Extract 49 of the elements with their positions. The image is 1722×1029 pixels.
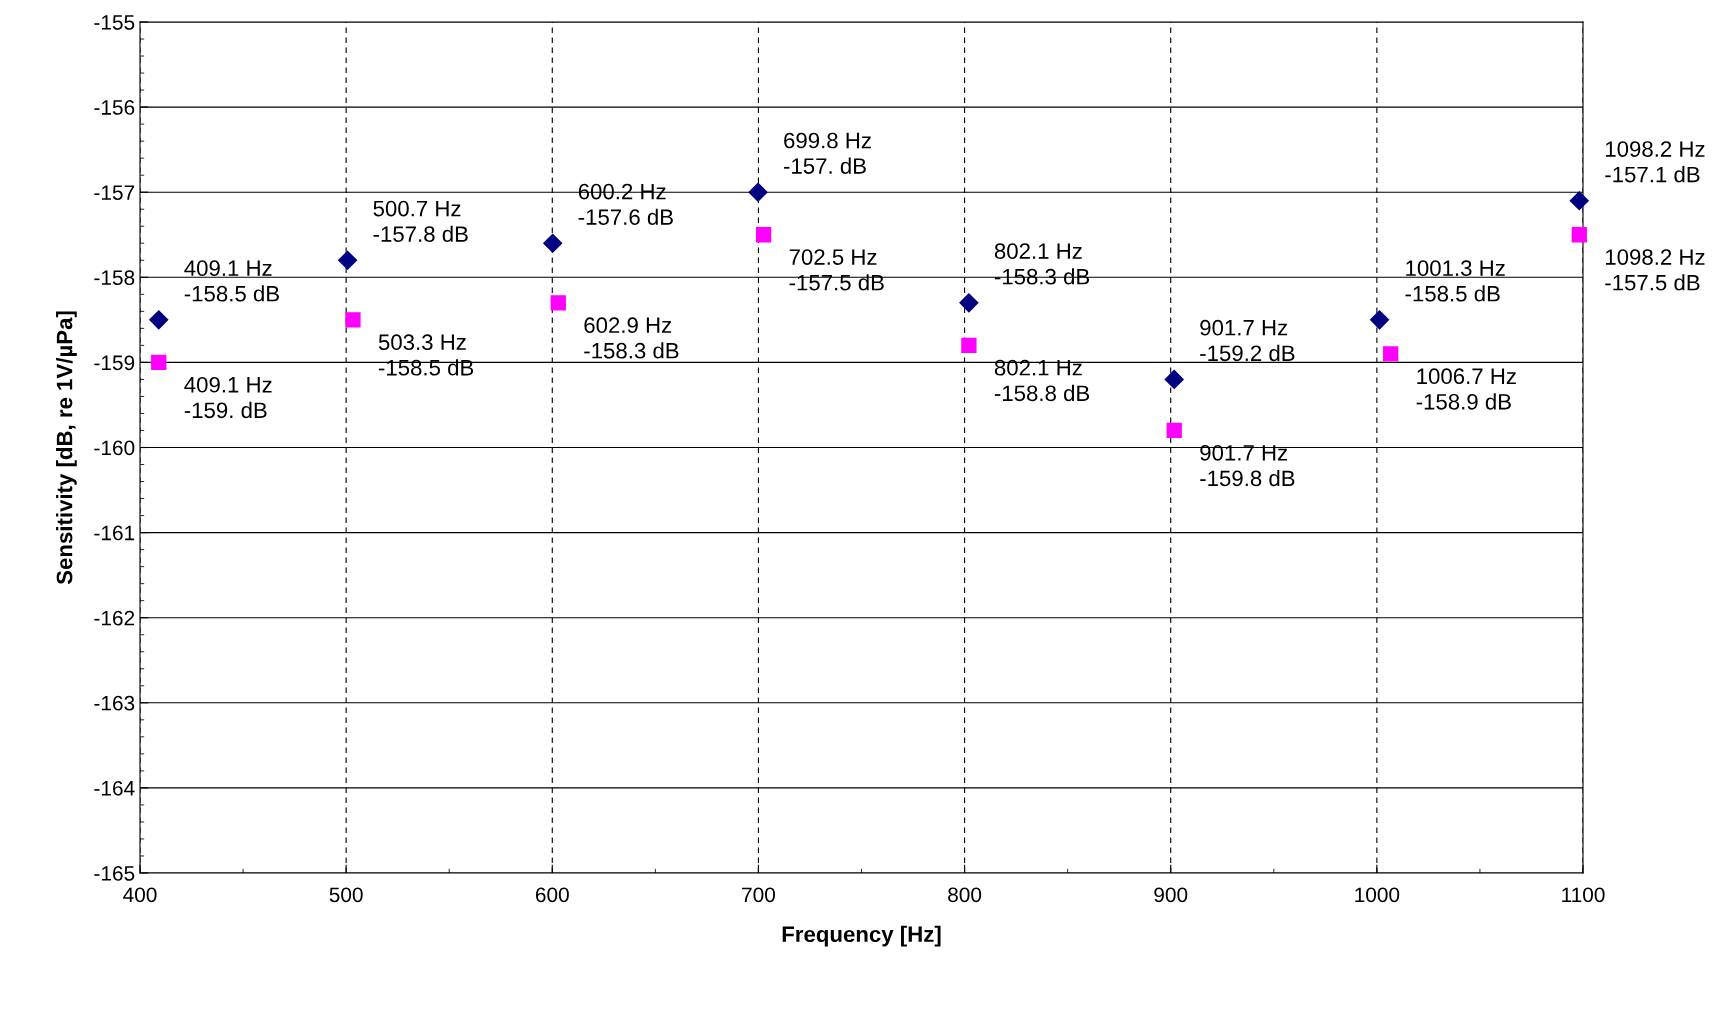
point xyxy=(149,310,169,330)
annotation: 503.3 Hz -158.5 dB xyxy=(378,334,474,376)
annotation: 1006.7 Hz -158.9 dB xyxy=(1416,368,1516,410)
y-tick-label: -162 xyxy=(94,610,135,626)
annotation: 500.7 Hz -157.8 dB xyxy=(373,200,468,242)
y-axis-title: Sensitivity [dB, re 1V/µPa] xyxy=(56,311,77,585)
y-tick-label: -158 xyxy=(94,270,135,286)
point xyxy=(151,354,167,371)
y-tick-label: -156 xyxy=(94,100,135,115)
x-tick-label: 1100 xyxy=(1562,887,1605,903)
x-tick-label: 500 xyxy=(329,887,363,903)
x-tick-label: 800 xyxy=(948,887,982,903)
x-axis-title: Frequency [Hz] xyxy=(782,925,941,947)
point xyxy=(755,227,772,243)
y-tick-label: -157 xyxy=(94,185,135,200)
point xyxy=(1569,191,1589,211)
y-tick-label: -165 xyxy=(94,866,135,881)
y-tick-label: -160 xyxy=(94,440,135,456)
annotation: 1098.2 Hz -157.1 dB xyxy=(1605,141,1705,183)
annotation: 409.1 Hz -158.5 dB xyxy=(184,260,279,302)
annotation: 1001.3 Hz -158.5 dB xyxy=(1405,260,1505,302)
point xyxy=(550,295,566,311)
x-tick-label: 700 xyxy=(742,887,775,903)
point xyxy=(543,233,563,253)
point xyxy=(1164,369,1184,389)
annotation: 602.9 Hz -158.3 dB xyxy=(584,317,679,359)
annotation: 702.5 Hz -157.5 dB xyxy=(789,249,884,291)
point xyxy=(748,182,768,202)
point xyxy=(338,250,358,270)
y-tick-label: -159 xyxy=(94,355,135,371)
annotation: 409.1 Hz -159. dB xyxy=(184,376,272,419)
x-tick-label: 900 xyxy=(1154,887,1188,903)
point xyxy=(345,312,361,328)
y-tick-label: -163 xyxy=(94,695,135,711)
annotation: 1098.2 Hz -157.5 dB xyxy=(1605,249,1705,291)
annotation: 901.7 Hz -159.2 dB xyxy=(1200,319,1295,362)
y-tick-label: -164 xyxy=(94,780,135,796)
y-tick-label: -161 xyxy=(94,525,135,541)
point xyxy=(1166,422,1182,439)
point xyxy=(1571,227,1587,243)
point xyxy=(1370,310,1390,330)
x-tick-label: 400 xyxy=(123,887,157,903)
x-tick-label: 1000 xyxy=(1355,887,1400,903)
annotation: 699.8 Hz -157. dB xyxy=(784,132,871,174)
x-tick-label: 600 xyxy=(535,887,569,903)
y-tick-label: -155 xyxy=(94,15,135,30)
point xyxy=(961,337,977,354)
point xyxy=(959,293,979,313)
point xyxy=(1383,346,1399,362)
